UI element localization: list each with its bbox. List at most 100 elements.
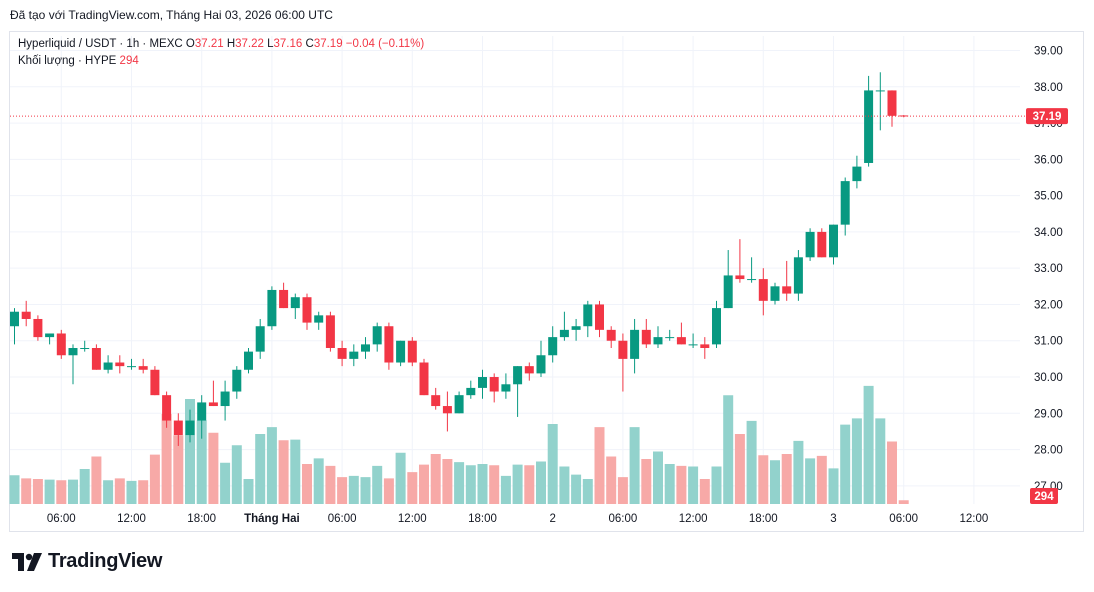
last-price-badge — [1026, 108, 1068, 125]
x-tick-label: 06:00 — [328, 513, 357, 525]
volume-bar — [419, 464, 429, 504]
x-tick-label: 18:00 — [468, 513, 497, 525]
candle-body — [80, 348, 90, 349]
y-tick-label: 28.00 — [1034, 445, 1063, 457]
candle-body — [606, 329, 616, 341]
candle-body — [91, 348, 101, 370]
candle-body — [279, 289, 289, 309]
candle-body — [115, 362, 125, 367]
candle-body — [384, 326, 394, 363]
chart-frame — [9, 31, 1084, 532]
x-tick-label: 12:00 — [960, 513, 989, 525]
candle-body — [162, 395, 172, 421]
y-tick-label: 38.00 — [1034, 82, 1063, 94]
y-tick-label: 33.00 — [1034, 263, 1063, 275]
tradingview-logo[interactable]: TradingView — [12, 550, 162, 573]
volume-bar — [898, 500, 909, 504]
candle-body — [255, 326, 265, 352]
volume-bar — [114, 478, 125, 504]
volume-bar — [56, 480, 67, 504]
volume-bar — [629, 427, 640, 504]
candle-body — [431, 395, 441, 407]
volume-bar — [302, 464, 312, 504]
volume-bar — [383, 478, 394, 504]
candle-body — [852, 166, 862, 182]
volume-bar — [161, 414, 172, 504]
symbol-label[interactable]: Hyperliquid / USDT · 1h · MEXC — [18, 38, 183, 50]
candle-body — [887, 90, 897, 116]
candle-body — [454, 395, 464, 414]
volume-bar — [594, 427, 605, 504]
volume-legend-row: Khối lượng · HYPE 294 — [18, 53, 424, 70]
volume-bar — [758, 455, 769, 504]
tradingview-logo-text: TradingView — [48, 550, 163, 572]
volume-bar — [454, 462, 465, 504]
y-tick-label: 35.00 — [1034, 191, 1063, 203]
candle-body — [489, 377, 499, 392]
y-tick-label: 30.00 — [1034, 372, 1063, 384]
volume-bar — [173, 435, 184, 504]
volume-bar — [243, 479, 254, 504]
candle-body — [524, 366, 534, 374]
volume-bar — [196, 420, 207, 504]
volume-bar — [536, 461, 546, 504]
candle-body — [478, 377, 487, 388]
candle-body — [513, 366, 523, 385]
volume-bar — [395, 452, 406, 504]
y-tick-label: 32.00 — [1034, 299, 1063, 311]
candle-body — [782, 286, 792, 294]
volume-bar — [770, 460, 780, 504]
candle-body — [864, 90, 874, 163]
candle-body — [466, 387, 476, 396]
candlestick-chart[interactable]: 39.0038.0037.0036.0035.0034.0033.0032.00… — [0, 0, 1094, 540]
volume-bar — [875, 418, 886, 504]
candle-body — [829, 224, 838, 258]
volume-bar — [559, 466, 570, 504]
candle-body — [618, 340, 628, 359]
volume-bar — [653, 451, 663, 504]
volume-bar — [126, 480, 137, 504]
volume-bar — [32, 479, 43, 504]
candle-body — [290, 297, 300, 309]
candle-body — [45, 333, 55, 338]
candle-body — [665, 337, 675, 339]
volume-bar — [337, 477, 348, 504]
candle-body — [325, 315, 335, 348]
candle-body — [138, 366, 148, 370]
volume-bar — [723, 395, 734, 504]
candle-body — [899, 115, 909, 117]
volume-bar — [9, 475, 20, 504]
volume-bar — [360, 477, 371, 504]
candle-body — [442, 406, 452, 414]
candle-body — [361, 344, 370, 352]
volume-bar — [278, 440, 289, 504]
volume-bar — [734, 434, 745, 504]
volume-bar — [185, 399, 195, 504]
volume-bar — [348, 475, 359, 504]
x-tick-label: Tháng Hai — [244, 513, 300, 525]
volume-bar — [442, 459, 453, 504]
tradingview-logo-icon — [12, 552, 42, 571]
volume-bar — [887, 441, 897, 504]
candle-body — [197, 402, 207, 421]
y-tick-label: 36.00 — [1034, 154, 1063, 166]
candle-body — [595, 304, 604, 330]
volume-bar — [793, 440, 804, 504]
volume-bar — [500, 475, 511, 504]
candle-body — [700, 344, 710, 348]
last-price-label: 37.19 — [1033, 111, 1062, 123]
y-tick-label: 31.00 — [1034, 336, 1063, 348]
volume-bar — [290, 439, 301, 504]
candle-body — [208, 402, 218, 407]
last-volume-label: 294 — [1034, 491, 1054, 503]
y-tick-label: 29.00 — [1034, 408, 1063, 420]
close-value: 37.19 — [313, 38, 343, 50]
volume-bar — [325, 465, 336, 504]
volume-label[interactable]: Khối lượng · HYPE — [18, 55, 117, 67]
x-tick-label: 12:00 — [679, 513, 708, 525]
candle-body — [337, 348, 347, 359]
volume-bar — [255, 434, 266, 504]
open-label: O — [185, 38, 195, 50]
volume-bar — [68, 479, 78, 504]
candle-body — [220, 391, 230, 407]
